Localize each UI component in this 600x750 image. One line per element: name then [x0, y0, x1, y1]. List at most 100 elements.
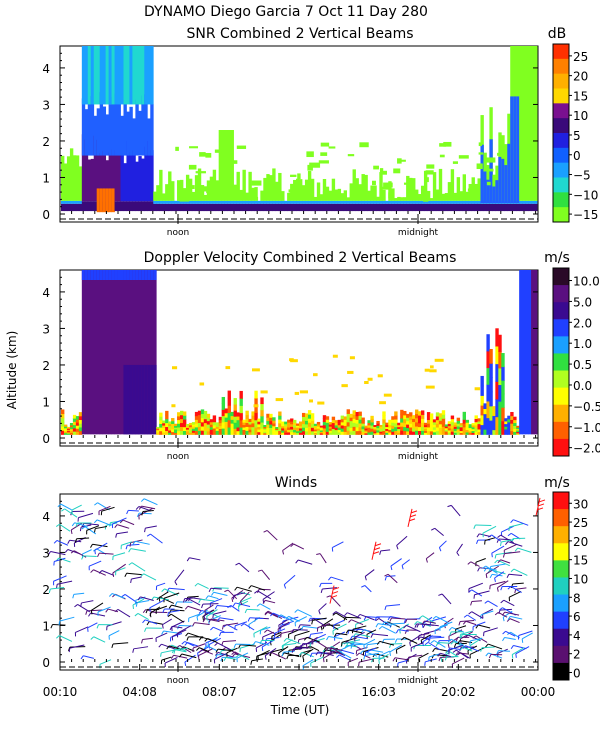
snr-cell: [299, 203, 303, 212]
snr-cell: [391, 188, 395, 201]
doppler-cell: [474, 431, 478, 435]
snr-cell: [531, 46, 535, 201]
doppler-cell: [162, 420, 166, 424]
doppler-cell: [159, 416, 163, 421]
doppler-cell: [462, 419, 466, 424]
doppler-cell: [230, 415, 234, 420]
doppler-cell: [352, 430, 356, 435]
wind-barb-flag: [515, 653, 517, 658]
doppler-cell: [174, 427, 178, 430]
snr-cell: [471, 203, 475, 212]
doppler-cell: [391, 422, 395, 426]
snr-cell: [123, 163, 127, 202]
wind-barb: [500, 559, 511, 564]
wind-barb-flag: [396, 545, 399, 550]
doppler-cell: [403, 422, 407, 428]
doppler-cell: [310, 423, 315, 428]
wind-barb: [497, 580, 509, 589]
wind-barb-flag: [132, 540, 136, 545]
y-tick-label: 1: [42, 395, 50, 409]
snr-cell: [373, 185, 377, 201]
wind-barb-flag: [328, 576, 332, 581]
snr-cell: [209, 203, 214, 212]
doppler-cell: [406, 427, 410, 432]
doppler-cell: [215, 424, 220, 427]
snr-cell: [385, 203, 389, 212]
doppler-cell: [331, 431, 336, 435]
doppler-cell: [180, 414, 184, 420]
colorbar-tick-label: 8: [573, 591, 581, 605]
wind-barb: [439, 540, 447, 548]
colorbar-tick-label: 2.0: [573, 316, 592, 330]
colorbar-tick-label: 2: [573, 648, 581, 662]
doppler-cell: [203, 430, 208, 435]
snr-cell: [171, 203, 175, 212]
doppler-cell: [373, 429, 377, 432]
wind-barb-flag: [105, 608, 109, 613]
doppler-cell: [358, 411, 362, 416]
wind-barb: [469, 637, 483, 647]
wind-barb-flag: [318, 610, 321, 615]
doppler-cell: [309, 399, 314, 403]
snr-cell: [230, 203, 234, 212]
doppler-cell: [209, 424, 214, 428]
snr-cell: [138, 46, 142, 105]
wind-barb-flag: [502, 617, 505, 622]
colorbar-tick-label: 15: [573, 89, 588, 103]
y-tick-label: 2: [42, 583, 50, 597]
wind-barb-flag: [81, 526, 86, 530]
wind-barb-flag: [166, 587, 170, 593]
colorbar-tick-label: 5: [573, 129, 581, 143]
doppler-cell: [293, 422, 297, 426]
wind-barb: [491, 534, 502, 542]
doppler-cell: [150, 364, 154, 435]
snr-cell: [281, 200, 285, 204]
wind-barb: [281, 630, 295, 634]
wind-barb-flag: [214, 642, 218, 646]
snr-cell: [147, 201, 151, 212]
snr-cell: [331, 203, 336, 212]
wind-barb: [487, 600, 498, 608]
snr-cell: [251, 180, 262, 186]
doppler-cell: [453, 428, 458, 431]
doppler-cell: [322, 431, 327, 435]
wind-barb: [433, 640, 446, 648]
winds-x-axis: 00:10 04:08 08:07 12:05 16:03 20:02 00:00: [43, 664, 555, 699]
snr-cell: [322, 203, 327, 212]
doppler-cell: [72, 424, 77, 429]
wind-barb-flag: [158, 643, 162, 648]
wind-barb: [219, 617, 234, 621]
doppler-cell: [332, 354, 338, 358]
doppler-cell: [144, 270, 148, 435]
wind-barb-flag: [303, 636, 308, 641]
doppler-cell: [253, 404, 259, 408]
doppler-cell: [495, 416, 499, 435]
wind-barb-flag: [359, 650, 364, 655]
doppler-cell: [516, 432, 520, 435]
doppler-cell: [501, 393, 505, 408]
doppler-cell: [388, 424, 392, 428]
doppler-cell: [382, 430, 386, 435]
doppler-cell: [483, 403, 487, 410]
wind-barb: [491, 545, 505, 554]
colorbar-swatch: [553, 421, 569, 440]
doppler-cell: [72, 431, 77, 435]
doppler-cell: [307, 414, 312, 419]
doppler-cell: [218, 416, 223, 421]
doppler-cell: [307, 410, 312, 415]
wind-barb-flag: [94, 502, 98, 506]
doppler-cell: [480, 424, 484, 435]
snr-cell: [471, 200, 475, 204]
snr-cell: [441, 193, 446, 201]
doppler-cell: [275, 429, 279, 432]
snr-cell: [412, 200, 416, 204]
wind-barb-flag: [215, 652, 219, 656]
snr-cell: [218, 130, 223, 201]
colorbar-swatch: [553, 118, 569, 134]
colorbar-tick-label: 10: [573, 572, 588, 586]
wind-barb-flag: [174, 581, 178, 586]
wind-barb-flag: [502, 553, 505, 558]
doppler-cell: [248, 429, 252, 433]
doppler-cell: [185, 427, 190, 430]
snr-cell: [397, 200, 401, 204]
